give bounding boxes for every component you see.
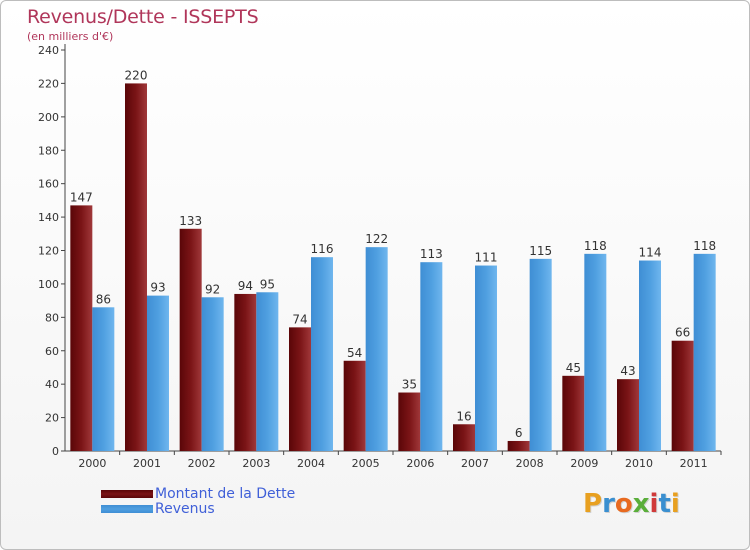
- bar-revenus: [693, 253, 716, 451]
- legend-label-dette: Montant de la Dette: [155, 486, 296, 502]
- bar-revenus: [256, 292, 279, 451]
- data-label-revenus: 113: [420, 247, 443, 261]
- bar-dette: [343, 360, 366, 451]
- x-tick-label: 2007: [461, 457, 489, 470]
- bar-revenus: [584, 253, 607, 451]
- data-label-revenus: 111: [475, 251, 498, 265]
- data-label-dette: 6: [515, 426, 523, 440]
- bar-dette: [453, 424, 475, 451]
- data-label-dette: 16: [456, 409, 471, 423]
- data-label-revenus: 114: [639, 246, 662, 260]
- chart-subtitle: (en milliers d'€): [27, 30, 114, 43]
- bar-dette: [398, 392, 421, 451]
- logo-letter: r: [602, 489, 615, 519]
- y-tick-label: 100: [38, 278, 59, 291]
- x-tick-label: 2010: [625, 457, 653, 470]
- data-label-revenus: 116: [311, 242, 334, 256]
- legend-swatch-revenus: [101, 505, 153, 513]
- y-tick-label: 240: [38, 44, 59, 57]
- chart-title: Revenus/Dette - ISSEPTS: [27, 6, 259, 28]
- bar-revenus: [92, 307, 115, 451]
- proxiti-logo: Proxiti: [583, 489, 680, 519]
- logo-letter: i: [670, 489, 680, 519]
- bar-revenus: [201, 297, 224, 451]
- bar-dette: [289, 327, 311, 451]
- x-tick-label: 2004: [297, 457, 325, 470]
- y-tick-label: 80: [45, 311, 59, 324]
- bar-revenus: [639, 260, 661, 451]
- data-label-dette: 45: [566, 361, 581, 375]
- logo-letter: t: [658, 489, 671, 519]
- data-label-dette: 35: [402, 378, 417, 392]
- bar-dette: [617, 379, 639, 451]
- legend-swatch-dette: [101, 490, 153, 498]
- x-tick-label: 2003: [242, 457, 270, 470]
- bar-dette: [234, 293, 257, 451]
- y-tick-label: 180: [38, 144, 59, 157]
- data-label-dette: 43: [620, 364, 635, 378]
- bar-revenus: [420, 262, 443, 451]
- legend-label-revenus: Revenus: [155, 501, 215, 517]
- x-tick-label: 2001: [133, 457, 161, 470]
- y-tick-label: 200: [38, 111, 59, 124]
- y-tick-label: 120: [38, 245, 59, 258]
- bar-revenus: [365, 247, 388, 451]
- data-label-dette: 94: [238, 279, 253, 293]
- bar-dette: [125, 83, 147, 452]
- data-label-revenus: 122: [365, 232, 388, 246]
- data-label-revenus: 95: [260, 277, 275, 291]
- x-tick-label: 2009: [570, 457, 598, 470]
- logo-letter: x: [632, 489, 650, 519]
- y-tick-label: 20: [45, 412, 59, 425]
- y-tick-label: 40: [45, 378, 59, 391]
- y-tick-label: 60: [45, 345, 59, 358]
- data-label-dette: 66: [675, 326, 690, 340]
- data-label-revenus: 118: [584, 239, 607, 253]
- data-label-revenus: 86: [96, 292, 111, 306]
- data-label-revenus: 118: [693, 239, 716, 253]
- bar-dette: [507, 440, 530, 451]
- bar-revenus: [311, 257, 333, 451]
- x-tick-label: 2005: [352, 457, 380, 470]
- data-label-dette: 147: [70, 190, 93, 204]
- y-tick-label: 160: [38, 178, 59, 191]
- data-label-dette: 74: [292, 312, 307, 326]
- x-tick-label: 2000: [78, 457, 106, 470]
- bar-dette: [671, 340, 694, 451]
- bar-revenus: [529, 258, 552, 451]
- x-tick-label: 2006: [406, 457, 434, 470]
- logo-letter: o: [614, 489, 633, 519]
- bar-revenus: [475, 265, 497, 451]
- x-tick-label: 2008: [516, 457, 544, 470]
- x-tick-label: 2002: [188, 457, 216, 470]
- data-label-dette: 220: [125, 68, 148, 82]
- x-tick-label: 2011: [680, 457, 708, 470]
- bar-dette: [70, 205, 93, 451]
- bar-revenus: [147, 295, 169, 451]
- data-label-revenus: 115: [529, 244, 552, 258]
- data-label-dette: 133: [179, 214, 202, 228]
- y-tick-label: 220: [38, 77, 59, 90]
- y-tick-label: 140: [38, 211, 59, 224]
- data-label-dette: 54: [347, 346, 362, 360]
- logo-letter: P: [583, 489, 603, 519]
- bar-dette: [562, 375, 585, 451]
- y-tick-label: 0: [52, 445, 59, 458]
- bar-dette: [179, 228, 202, 451]
- logo-letter: i: [649, 489, 659, 519]
- data-label-revenus: 93: [150, 281, 165, 295]
- data-label-revenus: 92: [205, 282, 220, 296]
